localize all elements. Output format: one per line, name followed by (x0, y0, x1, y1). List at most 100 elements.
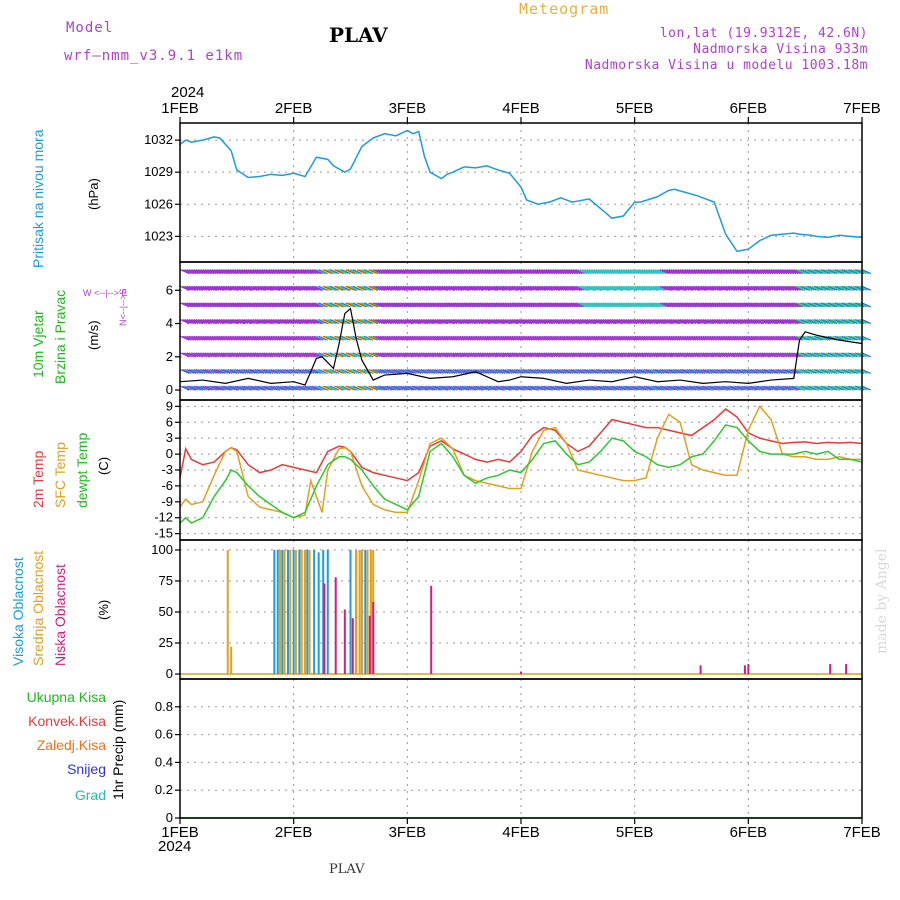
wind-barb (277, 352, 287, 358)
wind-barb (777, 285, 788, 291)
wind-barb (795, 319, 806, 324)
wind-barb (193, 319, 203, 324)
wind-barb (218, 319, 228, 324)
wind-barb (500, 319, 510, 324)
wind-barb (279, 352, 290, 358)
wind-barb (834, 385, 844, 391)
wind-barb (298, 368, 308, 374)
wind-barb (541, 352, 551, 358)
wind-barb (770, 368, 781, 374)
wind-barb (284, 352, 294, 358)
wind-barb (573, 302, 583, 308)
wind-barb (409, 319, 419, 324)
wind-barb (570, 302, 581, 308)
wind-barb (316, 385, 326, 391)
wind-barb (273, 352, 283, 358)
wind-barb (332, 269, 342, 275)
wind-barb (639, 385, 649, 391)
wind-barb (620, 335, 631, 341)
wind-barb (823, 285, 833, 291)
wind-barb (359, 368, 369, 374)
wind-barb (507, 385, 517, 391)
wind-barb (275, 302, 285, 308)
wind-barb (238, 302, 249, 308)
wind-barb (304, 319, 315, 324)
wind-barb (216, 285, 226, 291)
wind-barb (236, 302, 247, 308)
wind-barb (832, 285, 842, 291)
wind-barb (568, 352, 578, 358)
wind-barb (295, 319, 306, 324)
wind-barb (689, 285, 699, 291)
wind-barb (520, 285, 531, 291)
wind-barb (420, 385, 431, 391)
wind-barb (698, 269, 708, 275)
wind-barb (352, 319, 362, 324)
wind-barb (459, 352, 469, 358)
wind-barb (818, 368, 829, 374)
wind-barb (518, 302, 528, 308)
wind-barb (604, 385, 615, 391)
wind-barb (436, 385, 447, 391)
wind-barb (559, 368, 569, 374)
wind-barb (311, 352, 322, 358)
wind-barb (827, 368, 838, 374)
wind-barb (841, 269, 851, 275)
wind-barb (236, 352, 247, 358)
wind-barb (648, 319, 658, 324)
wind-barb (184, 285, 194, 291)
wind-barb (839, 319, 849, 324)
wind-barb (616, 285, 626, 291)
wind-barb (363, 285, 374, 291)
wind-barb (695, 385, 706, 391)
wind-barb (400, 285, 410, 291)
wind-barb (323, 302, 333, 308)
wind-barb (816, 352, 826, 358)
wind-barb (677, 352, 688, 358)
wind-barb (207, 285, 217, 291)
wind-barb (632, 352, 642, 358)
wind-barb (254, 385, 265, 391)
wind-barb (398, 368, 408, 374)
wind-barb (625, 269, 635, 275)
wind-barb (729, 335, 740, 341)
wind-barb (350, 302, 360, 308)
wind-barb (275, 319, 285, 324)
wind-barb (538, 385, 549, 391)
wind-barb (511, 269, 522, 275)
wind-barb (336, 385, 347, 391)
wind-barb (200, 352, 210, 358)
wind-barb (213, 302, 224, 308)
y-tick-label: 25 (159, 635, 173, 650)
wind-barb (559, 335, 569, 341)
x-tick-label-top: 2FEB (275, 100, 313, 117)
wind-barb (482, 368, 492, 374)
wind-barb (416, 385, 426, 391)
wind-barb (411, 368, 422, 374)
wind-barb (741, 335, 751, 341)
wind-barb (252, 285, 262, 291)
wind-barb (807, 285, 817, 291)
wind-barb (429, 269, 440, 275)
wind-barb (204, 335, 215, 341)
wind-barb (388, 285, 399, 291)
wind-barb (179, 285, 190, 291)
wind-barb (345, 385, 356, 391)
wind-barb (750, 335, 760, 341)
wind-barb (207, 319, 217, 324)
wind-barb (814, 385, 824, 391)
wind-barb (598, 352, 608, 358)
wind-barb (457, 335, 467, 341)
wind-barb (691, 352, 701, 358)
wind-barb (732, 319, 742, 324)
wind-barb (757, 352, 767, 358)
wind-barb (222, 385, 233, 391)
wind-barb (798, 352, 808, 358)
wind-barb (384, 352, 394, 358)
wind-barb (673, 319, 683, 324)
wind-barb (770, 385, 781, 391)
wind-barb (434, 319, 444, 324)
wind-barb (829, 319, 840, 324)
wind-barb (195, 352, 206, 358)
wind-barb (291, 285, 301, 291)
